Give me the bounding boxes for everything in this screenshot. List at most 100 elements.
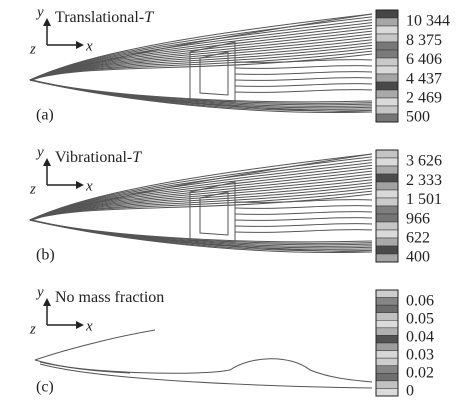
panel: y z x Translational-T (a) 10 344 8 375 6 406 4 4… [29,4,450,125]
arrow-head [76,321,84,329]
colorbar-band [376,90,398,98]
panel-label: (a) [36,107,54,124]
colorbar-band [376,230,398,238]
colorbar-band [376,238,398,246]
contour-line [30,80,372,103]
colorbar-band [376,313,398,321]
colorbar-label: 4 437 [406,70,442,87]
title-text: Vibrational- [55,149,132,166]
colorbar-band [376,106,398,114]
colorbar-band [376,320,398,328]
colorbar-band [376,18,398,26]
colorbar-band [376,34,398,42]
colorbar-band [376,82,398,90]
axis-label: y [35,144,44,160]
colorbar-band [376,373,398,381]
contour-line [30,220,372,245]
panel: y z x Vibrational-T (b) 3 626 2 333 1 501 966 622… [29,144,442,265]
colorbar-band [376,335,398,343]
colorbar-label: 3 626 [406,153,442,170]
colorbar-band [376,206,398,214]
contour-line [235,84,372,87]
colorbar-label: 2 333 [406,172,442,189]
colorbar-label: 0.04 [406,329,434,346]
colorbar-band [376,381,398,389]
colorbar-band [376,222,398,230]
colorbar-band [376,358,398,366]
axis-label: z [29,41,36,57]
colorbar-label: 1 501 [406,191,442,208]
arrow-head [76,41,84,49]
colorbar-label: 0 [406,383,414,400]
panel: y z x No mass fraction (c) 0.060.050.040.030.… [29,284,434,399]
colorbar-label: 8 375 [406,32,442,49]
contour-line [30,220,372,243]
colorbar-band [376,298,398,306]
colorbar-label: 0.05 [406,311,434,328]
colorbar-band [376,58,398,66]
arrow-head [43,298,51,306]
colorbar-label: 500 [406,109,430,126]
contour-line [35,330,155,360]
colorbar-band [376,190,398,198]
colorbar-band [376,174,398,182]
panel-title: Vibrational-T [55,149,142,166]
colorbar-label: 10 344 [406,13,450,30]
colorbar-band [376,66,398,74]
colorbar-band [376,166,398,174]
colorbar-label: 0.06 [406,293,434,310]
colorbar-label: 622 [406,229,430,246]
colorbar-band [376,158,398,166]
title-var: T [144,9,154,26]
axis-label: x [85,178,93,194]
arrow-head [76,181,84,189]
contour-line [30,80,372,105]
title-var: T [132,149,142,166]
colorbar-band [376,328,398,336]
arrow-head [43,158,51,166]
colorbar-label: 0.02 [406,365,434,382]
colorbar-label: 2 469 [406,89,442,106]
panel-label: (c) [36,379,54,396]
arrow-head [43,18,51,26]
axis-label: z [29,321,36,337]
panel-title: Translational-T [55,9,154,26]
title-text: No mass fraction [55,289,164,306]
colorbar-band [376,26,398,34]
axis-label: x [85,318,93,334]
contour-line [235,230,372,233]
colorbar-band [376,388,398,396]
title-text: Translational- [55,9,144,26]
axis-label: z [29,181,36,197]
axis-label: y [35,4,44,20]
contour-line [235,218,372,221]
contour-line [235,72,372,75]
colorbar-label: 966 [406,210,430,227]
colorbar-band [376,290,398,298]
panel-title: No mass fraction [55,289,164,306]
colorbar-band [376,214,398,222]
axis-label: y [35,284,44,300]
colorbar-band [376,42,398,50]
colorbar-band [376,50,398,58]
contour-line [235,66,372,69]
colorbar-band [376,74,398,82]
colorbar-label: 400 [406,249,430,266]
colorbar-band [376,10,398,18]
colorbar-band [376,366,398,374]
contour-line [235,78,372,81]
colorbar-band [376,198,398,206]
colorbar-band [376,246,398,254]
colorbar-band [376,254,398,262]
panel-label: (b) [36,247,55,264]
contour-line [40,364,372,388]
colorbar-label: 6 406 [406,51,442,68]
page: yzxTranslational-T(a)10 3448 3756 4064 4… [0,0,463,402]
colorbar-band [376,98,398,106]
colorbar-band [376,114,398,122]
contour-line [235,212,372,215]
contour-line [235,224,372,227]
colorbar-label: 0.03 [406,347,434,364]
figure: yzxTranslational-T(a)10 3448 3756 4064 4… [0,0,463,402]
axis-label: x [85,38,93,54]
